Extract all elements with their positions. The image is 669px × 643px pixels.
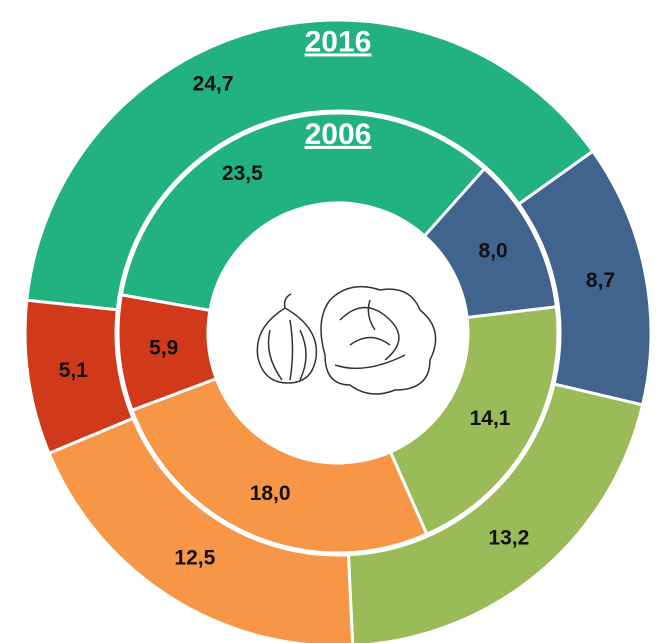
value-label: 8,7 bbox=[586, 269, 615, 292]
onion bbox=[256, 307, 318, 384]
onion-lines bbox=[267, 293, 307, 381]
donut-segment bbox=[388, 305, 560, 537]
donut-segment bbox=[130, 376, 429, 555]
donut-segment bbox=[23, 298, 136, 456]
donut-segment bbox=[346, 382, 645, 643]
donut-segment bbox=[119, 111, 487, 313]
donut-segment bbox=[25, 18, 595, 312]
value-label: 12,5 bbox=[174, 547, 215, 570]
value-label: 14,1 bbox=[470, 407, 511, 430]
series-name: 2006 bbox=[305, 118, 372, 151]
rings bbox=[23, 18, 653, 643]
value-label: 5,9 bbox=[149, 337, 178, 360]
value-label: 23,5 bbox=[222, 162, 263, 185]
value-label: 18,0 bbox=[250, 482, 291, 505]
donut-segment bbox=[116, 293, 219, 413]
cabbage-lines bbox=[334, 299, 406, 370]
value-label: 5,1 bbox=[59, 359, 89, 382]
center-illustration bbox=[256, 285, 437, 395]
value-label: 8,0 bbox=[479, 240, 508, 263]
cabbage bbox=[320, 285, 437, 395]
value-label: 13,2 bbox=[488, 526, 529, 549]
value-label: 24,7 bbox=[193, 73, 234, 96]
series-name: 2016 bbox=[305, 25, 372, 58]
